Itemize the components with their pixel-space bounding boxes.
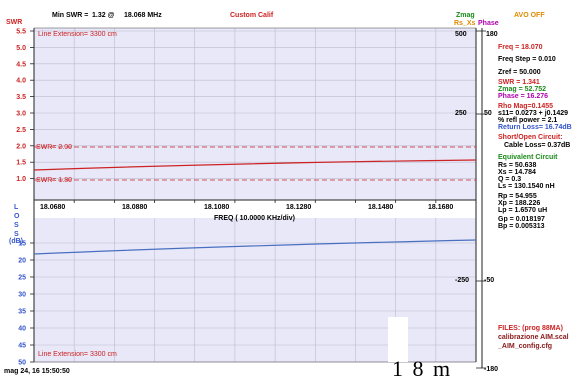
readout-s11: s11= 0.0273 + j0.1429 [498, 110, 569, 117]
readout-swr: SWR = 1.341 [498, 79, 540, 86]
swr-tick-label: 5.5 [16, 29, 26, 36]
readout-rs: Rs = 50.638 [498, 162, 537, 169]
right-scale-top: 500 [455, 31, 467, 38]
phase-legend: Phase [478, 20, 499, 27]
swr-curve [33, 159, 477, 171]
loss-tick-label: 40 [18, 326, 26, 333]
loss-axis-db: (dB) [9, 238, 23, 245]
swr-tick-label: 3.5 [16, 94, 26, 101]
readout-freq-step: Freq Step = 0.010 [498, 56, 556, 63]
overlay-text: 1 8 m [392, 356, 453, 381]
swr-marker-1: SWR= 1.80 [36, 177, 72, 184]
overlay-box [388, 317, 408, 362]
readout-xp: Xp = 188.226 [498, 200, 541, 207]
loss-tick-label: 25 [18, 275, 26, 282]
x-tick-0: 18.0680 [40, 204, 66, 211]
x-tick-2: 18.1080 [204, 204, 230, 211]
readout-short-open-title: Short/Open Circuit: [498, 134, 563, 141]
mode-label[interactable]: Custom Calif [230, 12, 274, 19]
loss-axis-o: O [14, 213, 20, 220]
readout-phase: Phase = 16.276 [498, 93, 549, 100]
x-tick-1: 18.0880 [122, 204, 148, 211]
x-tick-5: 18.1680 [428, 204, 454, 211]
loss-plot-area [34, 218, 476, 362]
swr-axis-label: SWR [6, 19, 23, 26]
zmag-legend: Zmag [456, 12, 475, 19]
readout-gp: Gp = 0.018197 [498, 216, 545, 223]
readout-q: Q = 0.3 [498, 176, 522, 183]
loss-axis-s1: S [14, 222, 19, 229]
readout-ls: Ls = 130.1540 nH [498, 183, 555, 190]
readout-bp: Bp = 0.005313 [498, 223, 545, 230]
right-scale-mid: 250 [455, 110, 467, 117]
loss-tick-label: 30 [18, 292, 26, 299]
phase-scale-bottom: -50 [484, 277, 495, 284]
readout-cable-loss: Cable Loss= 0.37dB [504, 142, 571, 149]
readout-zmag: Zmag = 52.752 [498, 86, 547, 93]
line-extension-bottom: Line Extension= 3300 cm [38, 351, 117, 358]
loss-tick-label: 20 [18, 258, 26, 265]
loss-tick-label: 45 [18, 343, 26, 350]
swr-tick-label: 4.0 [16, 78, 26, 85]
loss-axis-s2: S [14, 231, 19, 238]
line-extension-top: Line Extension= 3300 cm [38, 31, 117, 38]
return-loss-curve [33, 239, 477, 255]
readout-zref: Zref = 50.000 [498, 69, 541, 76]
min-swr-freq: 18.068 MHz [124, 12, 162, 19]
file-config[interactable]: _AIM_config.cfg [498, 343, 553, 350]
swr-tick-label: 1.5 [16, 160, 26, 167]
swr-tick-label: 1.0 [16, 176, 26, 183]
readout-rho-mag: Rho Mag=0.1455 [498, 103, 554, 110]
file-calibration[interactable]: calibrazione AIM.scal [498, 334, 569, 341]
right-scale-bottom: -250 [455, 277, 470, 284]
swr-plot-area [34, 28, 476, 200]
phase-scale-mid: 50 [484, 110, 492, 117]
swr-tick-label: 4.5 [16, 61, 26, 68]
swr-tick-label: 3.0 [16, 111, 26, 118]
readout-refl-power: % refl power = 2.1 [498, 117, 558, 124]
readout-xs: Xs = 14.784 [498, 169, 536, 176]
rs-xs-legend: Rs_Xs [454, 20, 476, 27]
swr-tick-label: 2.5 [16, 127, 26, 134]
timestamp: mag 24, 16 15:50:50 [4, 368, 70, 375]
min-swr-label: Min SWR = [52, 12, 89, 19]
phase-scale-end: -180 [484, 366, 499, 373]
readout-equiv-title: Equivalent Circuit [498, 154, 558, 161]
swr-tick-label: 5.0 [16, 45, 26, 52]
phase-scale-top: 180 [486, 31, 498, 38]
readout-freq: Freq = 18.070 [498, 44, 543, 51]
min-swr-value: 1.32 @ [92, 12, 115, 19]
swr-tick-label: 2.0 [16, 143, 26, 150]
loss-tick-label: 15 [18, 241, 26, 248]
swr-marker-2: SWR= 2.00 [36, 144, 72, 151]
x-tick-4: 18.1480 [368, 204, 394, 211]
files-title: FILES: (prog 88MA) [498, 325, 563, 332]
readout-return-loss: Return Loss= 16.74dB [498, 124, 572, 131]
loss-tick-label: 50 [18, 360, 26, 367]
loss-axis-l: L [14, 204, 19, 211]
readout-rp: Rp = 54.955 [498, 193, 537, 200]
readout-lp: Lp = 1.6570 uH [498, 207, 548, 214]
x-tick-3: 18.1280 [286, 204, 312, 211]
x-axis-label: FREQ ( 10.0000 KHz/div) [214, 215, 295, 222]
avo-status[interactable]: AVO OFF [514, 12, 545, 19]
loss-tick-label: 35 [18, 309, 26, 316]
